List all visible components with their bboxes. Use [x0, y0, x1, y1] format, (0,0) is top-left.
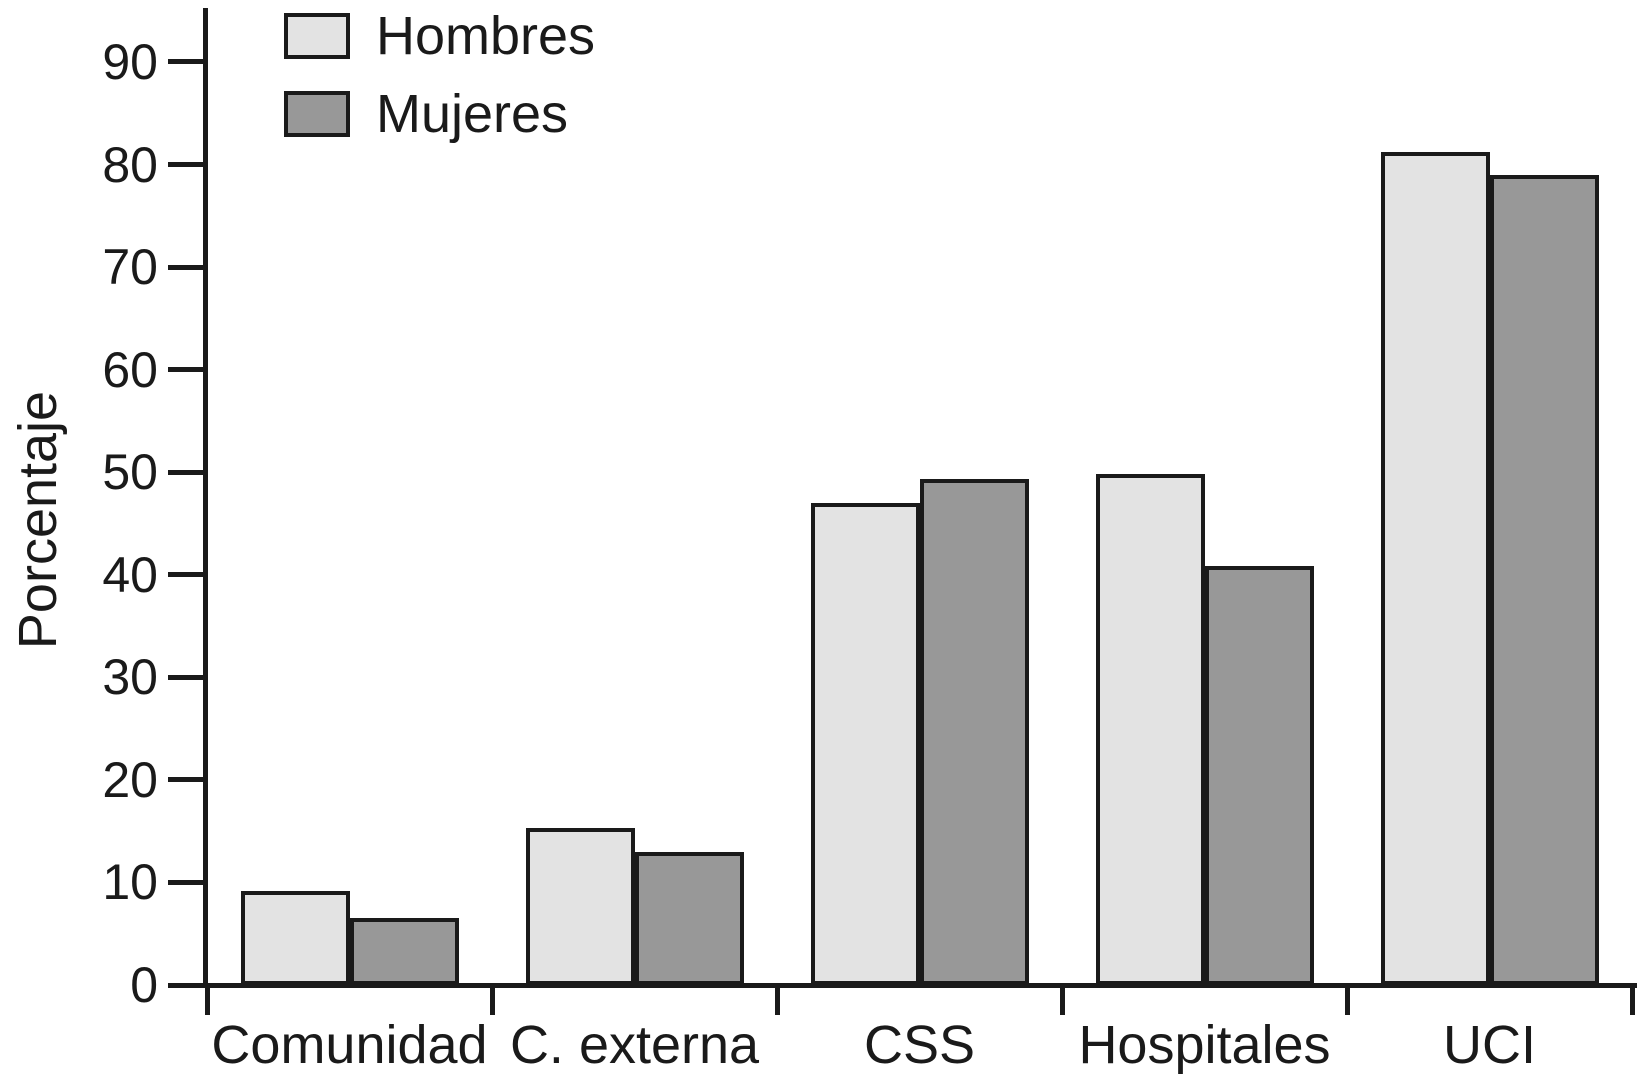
bar-hombres-uci	[1381, 152, 1490, 985]
y-tick	[168, 367, 205, 373]
y-tick	[168, 469, 205, 475]
y-tick-label: 60	[102, 341, 158, 398]
legend-item-mujeres: Mujeres	[284, 87, 568, 141]
legend-item-hombres: Hombres	[284, 9, 595, 63]
bar-mujeres-hospitales	[1205, 565, 1314, 985]
y-tick	[168, 777, 205, 783]
category-label: Hospitales	[1078, 1015, 1331, 1075]
x-tick	[775, 985, 780, 1015]
x-tick	[1345, 985, 1350, 1015]
y-tick-label: 40	[102, 546, 158, 603]
y-tick	[168, 572, 205, 578]
category-label: Comunidad	[211, 1015, 488, 1075]
y-tick-label: 30	[102, 649, 158, 706]
bar-mujeres-comunidad	[350, 918, 459, 985]
bar-mujeres-uci	[1490, 174, 1599, 985]
y-tick-label: 80	[102, 136, 158, 193]
y-tick-label: 20	[102, 751, 158, 808]
bar-hombres-comunidad	[241, 890, 350, 985]
bar-hombres-css	[811, 502, 920, 985]
x-tick	[490, 985, 495, 1015]
category-label: UCI	[1443, 1015, 1536, 1075]
y-tick	[168, 264, 205, 270]
y-tick-label: 90	[102, 33, 158, 90]
y-tick	[168, 879, 205, 885]
category-label: CSS	[863, 1015, 976, 1075]
legend-label-mujeres: Mujeres	[376, 84, 569, 144]
x-tick	[1060, 985, 1065, 1015]
y-tick	[168, 674, 205, 680]
category-label: C. externa	[509, 1015, 760, 1075]
bar-hombres-c-externa	[526, 828, 635, 985]
bar-hombres-hospitales	[1096, 474, 1205, 985]
legend-swatch-hombres	[284, 13, 350, 59]
x-tick	[205, 985, 210, 1015]
legend-label-hombres: Hombres	[376, 6, 596, 66]
y-axis-title: Porcentaje	[8, 390, 68, 650]
x-tick	[1630, 985, 1635, 1015]
y-tick-label: 50	[102, 444, 158, 501]
bar-mujeres-c-externa	[635, 851, 744, 985]
y-tick-label: 70	[102, 239, 158, 296]
y-tick	[168, 162, 205, 168]
y-tick	[168, 59, 205, 65]
y-axis-line	[203, 8, 208, 988]
y-tick-label: 0	[130, 957, 158, 1013]
legend-swatch-mujeres	[284, 91, 350, 137]
x-axis-line	[168, 983, 1637, 988]
y-tick-label: 10	[102, 854, 158, 911]
bar-mujeres-css	[920, 479, 1029, 985]
